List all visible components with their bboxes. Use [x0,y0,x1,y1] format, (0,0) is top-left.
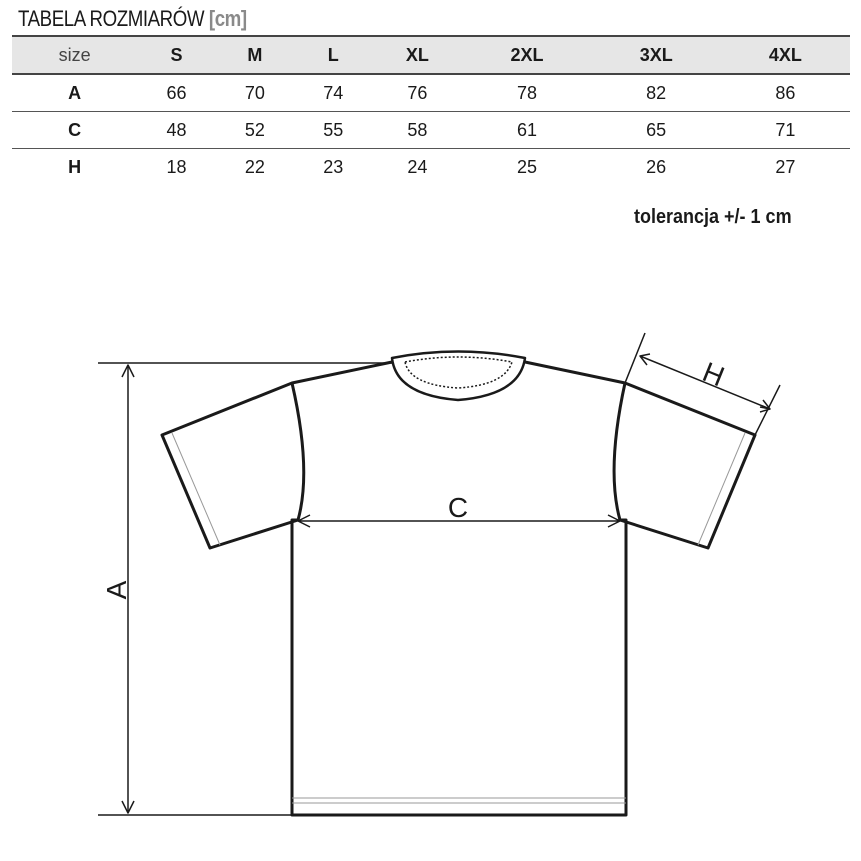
table-cell: 65 [646,119,667,140]
label-h: H [698,356,728,392]
table-cell: 23 [323,156,344,177]
table-cell: 52 [244,119,265,140]
sleeve-stitch [171,432,746,546]
table-cell: 76 [407,82,428,103]
column-header: XL [405,44,429,65]
label-a: A [101,580,132,599]
row-label: H [68,156,82,177]
table-cell: 48 [166,119,187,140]
table-header: size S M L XL 2XL 3XL 4XL [12,36,850,74]
table-cell: 58 [407,119,428,140]
table-cell: 74 [323,82,344,103]
column-header: 4XL [768,44,802,65]
collar-inner [404,356,513,389]
table-cell: 55 [323,119,344,140]
dimension-lines [98,332,781,816]
title-text: TABELA ROZMIARÓW [18,6,205,31]
left-armhole [290,382,306,521]
dim-a-arrows [121,364,135,814]
table-row: H 18 22 23 24 25 26 27 [12,149,850,186]
table-cell: 24 [407,156,428,177]
label-c: C [448,492,468,523]
dim-a-line [98,362,392,816]
table-cell: 71 [775,119,796,140]
column-header: L [327,44,339,65]
column-header: S [170,44,183,65]
table-cell: 18 [166,156,187,177]
table-cell: 82 [646,82,667,103]
table-cell: 86 [775,82,796,103]
column-header: 2XL [510,44,544,65]
dim-h-line [624,332,781,436]
table-cell: 22 [244,156,265,177]
table-cell: 78 [517,82,538,103]
hem-stitch [292,797,626,804]
table-cell: 25 [517,156,538,177]
table-cell: 26 [646,156,667,177]
table-cell: 61 [517,119,538,140]
column-header: size [58,44,91,65]
dim-c-line [297,514,621,528]
page-title: TABELA ROZMIARÓW [cm] [18,6,247,32]
tolerance-note: tolerancja +/- 1 cm [634,206,792,228]
tshirt-outline [160,360,757,817]
column-header: M [247,44,263,65]
column-header: 3XL [639,44,673,65]
table-cell: 66 [166,82,187,103]
table-row: A 66 70 74 76 78 82 86 [12,74,850,112]
size-table: size S M L XL 2XL 3XL 4XL A 66 70 74 76 78 82 86 C 48 52 5… [12,35,850,185]
table-cell: 70 [244,82,265,103]
table-cell: 27 [775,156,796,177]
row-label: A [68,82,82,103]
unit-label: [cm] [208,6,247,31]
table-row: C 48 52 55 58 61 65 71 [12,112,850,149]
right-armhole [612,382,627,521]
collar [390,350,527,402]
row-label: C [68,119,82,140]
